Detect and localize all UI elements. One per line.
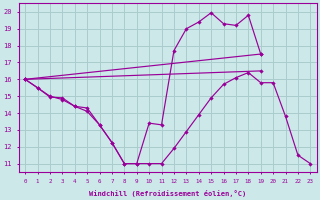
X-axis label: Windchill (Refroidissement éolien,°C): Windchill (Refroidissement éolien,°C) bbox=[89, 190, 246, 197]
